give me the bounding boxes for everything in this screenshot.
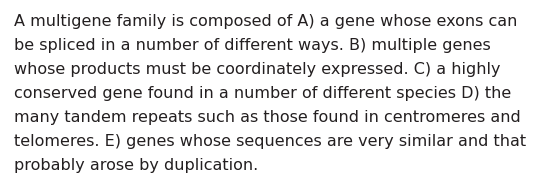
Text: telomeres. E) genes whose sequences are very similar and that: telomeres. E) genes whose sequences are … [14, 134, 526, 149]
Text: be spliced in a number of different ways. B) multiple genes: be spliced in a number of different ways… [14, 38, 490, 53]
Text: probably arose by duplication.: probably arose by duplication. [14, 158, 258, 173]
Text: A multigene family is composed of A) a gene whose exons can: A multigene family is composed of A) a g… [14, 14, 517, 29]
Text: conserved gene found in a number of different species D) the: conserved gene found in a number of diff… [14, 86, 511, 101]
Text: many tandem repeats such as those found in centromeres and: many tandem repeats such as those found … [14, 110, 521, 125]
Text: whose products must be coordinately expressed. C) a highly: whose products must be coordinately expr… [14, 62, 501, 77]
